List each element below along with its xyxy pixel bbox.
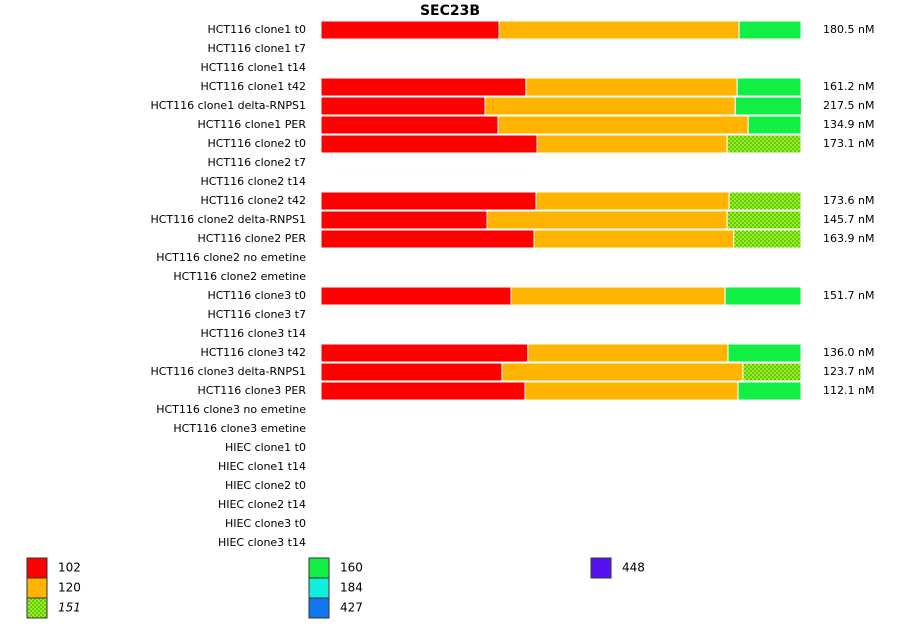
row-label: HCT116 clone2 t7 [207,156,306,169]
row-label: HCT116 clone1 t7 [207,42,306,55]
bar-segment [320,362,503,382]
row-total-label: 163.9 nM [823,232,874,245]
bar-segment [497,115,749,135]
bar-segment [320,96,486,116]
bar-segment [320,115,499,135]
legend-swatch [308,557,330,579]
row-total-label: 180.5 nM [823,23,874,36]
legend-swatch [26,557,48,579]
row-label: HCT116 clone1 delta-RNPS1 [150,99,306,112]
bar-segment [733,229,802,249]
bar-segment [510,286,726,306]
row-label: HCT116 clone3 t42 [200,346,306,359]
row-label: HCT116 clone3 PER [198,384,307,397]
row-total-label: 134.9 nM [823,118,874,131]
bar-segment [524,381,739,401]
row-label: HCT116 clone2 PER [198,232,307,245]
bar-segment [484,96,736,116]
legend-swatch [308,597,330,619]
row-label: HCT116 clone3 emetine [173,422,306,435]
row-label: HCT116 clone2 t14 [200,175,306,188]
row-label: HIEC clone3 t0 [225,517,306,530]
bar-segment [320,210,488,230]
row-label: HIEC clone2 t14 [218,498,306,511]
chart-title: SEC23B [420,3,480,19]
legend-swatch [26,577,48,599]
bar-segment [501,362,744,382]
bar-segment [320,134,538,154]
bar-segment [726,210,802,230]
row-label: HCT116 clone1 PER [198,118,307,131]
bar-segment [486,210,728,230]
bar-segment [320,77,527,97]
row-label: HIEC clone1 t0 [225,441,306,454]
row-label: HCT116 clone2 t42 [200,194,306,207]
bar-segment [320,286,512,306]
legend-label: 102 [58,561,81,575]
row-label: HIEC clone2 t0 [225,479,306,492]
bar-segment [527,343,729,363]
bar-segment [320,191,537,211]
row-label: HIEC clone3 t14 [218,536,306,549]
legend-label: 151 [58,601,81,615]
row-total-label: 173.6 nM [823,194,874,207]
bar-segment [536,134,728,154]
bar-segment [726,134,802,154]
row-total-label: 136.0 nM [823,346,874,359]
row-label: HCT116 clone3 delta-RNPS1 [150,365,306,378]
bar-segment [535,191,730,211]
row-label: HCT116 clone3 t7 [207,308,306,321]
row-total-label: 112.1 nM [823,384,874,397]
bar-segment [320,20,500,40]
row-total-label: 145.7 nM [823,213,874,226]
row-label: HCT116 clone1 t42 [200,80,306,93]
row-total-label: 217.5 nM [823,99,874,112]
row-total-label: 161.2 nM [823,80,874,93]
row-label: HCT116 clone2 no emetine [156,251,306,264]
legend-swatch [308,577,330,599]
bar-segment [533,229,735,249]
row-label: HCT116 clone3 t0 [207,289,306,302]
legend-label: 427 [340,601,363,615]
bar-segment [320,381,526,401]
bar-segment [734,96,802,116]
row-label: HCT116 clone1 t14 [200,61,306,74]
bar-segment [525,77,738,97]
legend-swatch [26,597,48,619]
bar-segment [738,20,802,40]
row-total-label: 151.7 nM [823,289,874,302]
row-label: HCT116 clone2 emetine [173,270,306,283]
legend-label: 448 [622,561,645,575]
bar-segment [747,115,802,135]
row-label: HCT116 clone2 delta-RNPS1 [150,213,306,226]
bar-segment [320,343,529,363]
bar-segment [737,381,802,401]
bar-segment [727,343,802,363]
row-total-label: 173.1 nM [823,137,874,150]
bar-segment [498,20,740,40]
bar-segment [742,362,802,382]
row-label: HIEC clone1 t14 [218,460,306,473]
legend-label: 184 [340,581,363,595]
legend-label: 160 [340,561,363,575]
row-label: HCT116 clone1 t0 [207,23,306,36]
row-total-label: 123.7 nM [823,365,874,378]
bar-segment [728,191,802,211]
bar-segment [736,77,802,97]
legend-label: 120 [58,581,81,595]
row-label: HCT116 clone2 t0 [207,137,306,150]
bar-segment [320,229,535,249]
row-label: HCT116 clone3 no emetine [156,403,306,416]
row-label: HCT116 clone3 t14 [200,327,306,340]
bar-segment [724,286,802,306]
legend-swatch [590,557,612,579]
